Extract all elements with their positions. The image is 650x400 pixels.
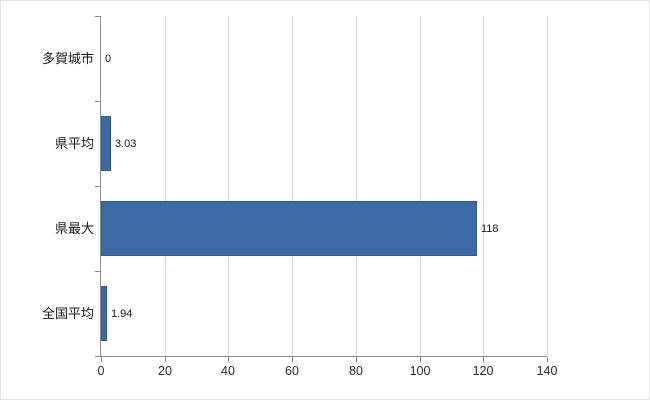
bar xyxy=(101,116,111,171)
x-tick-label: 60 xyxy=(285,364,299,378)
y-axis-tick-mark xyxy=(95,271,100,272)
category-label: 県平均 xyxy=(54,136,94,151)
value-label: 3.03 xyxy=(115,138,137,150)
x-axis-tick-mark xyxy=(420,357,421,362)
x-tick-label: 120 xyxy=(472,364,494,378)
x-tick-label: 140 xyxy=(536,364,558,378)
value-label: 0 xyxy=(105,53,112,65)
x-axis-tick-mark xyxy=(547,357,548,362)
x-axis-tick-mark xyxy=(356,357,357,362)
bar xyxy=(101,201,477,256)
category-label: 県最大 xyxy=(54,221,94,236)
x-tick-label: 0 xyxy=(97,364,105,378)
gridline xyxy=(356,16,357,356)
category-label: 多賀城市 xyxy=(41,51,94,66)
x-axis-tick-mark xyxy=(292,357,293,362)
y-axis-tick-mark xyxy=(95,101,100,102)
x-axis-tick-mark xyxy=(483,357,484,362)
x-tick-label: 100 xyxy=(409,364,431,378)
x-tick-label: 20 xyxy=(158,364,172,378)
gridline xyxy=(292,16,293,356)
value-label: 118 xyxy=(481,223,499,235)
x-axis-tick-mark xyxy=(101,357,102,362)
y-axis-tick-mark xyxy=(95,16,100,17)
x-axis-tick-mark xyxy=(165,357,166,362)
gridline xyxy=(228,16,229,356)
value-label: 1.94 xyxy=(111,308,133,320)
gridline xyxy=(483,16,484,356)
y-axis-tick-mark xyxy=(95,186,100,187)
x-axis-tick-mark xyxy=(228,357,229,362)
bar xyxy=(101,286,107,341)
x-tick-label: 40 xyxy=(221,364,235,378)
gridline xyxy=(547,16,548,356)
gridline xyxy=(420,16,421,356)
plot-area: 0 20 40 60 80 100 120 140 多賀城市 0 県平均 3.03 県最大 118 全国平均… xyxy=(42,16,557,378)
category-label: 全国平均 xyxy=(41,306,94,321)
x-tick-label: 80 xyxy=(349,364,363,378)
y-axis-tick-mark xyxy=(95,356,100,357)
gridline xyxy=(165,16,166,356)
